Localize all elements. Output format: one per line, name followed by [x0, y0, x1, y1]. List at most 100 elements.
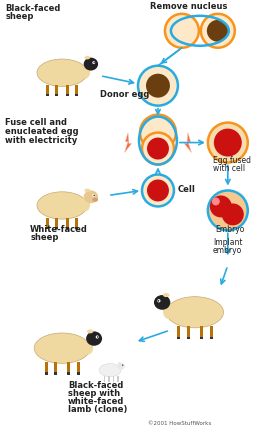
Text: Egg fused: Egg fused: [213, 156, 251, 165]
Text: lamb (clone): lamb (clone): [68, 405, 128, 414]
Circle shape: [140, 68, 176, 104]
Circle shape: [212, 197, 220, 206]
Text: Embryo: Embryo: [215, 225, 244, 234]
Text: with cell: with cell: [213, 163, 245, 172]
Bar: [45, 372, 48, 375]
Bar: [67, 94, 69, 96]
Ellipse shape: [118, 362, 121, 364]
Circle shape: [92, 194, 95, 197]
Bar: [76, 362, 80, 373]
Circle shape: [94, 195, 95, 196]
Polygon shape: [184, 133, 191, 153]
Text: enucleated egg: enucleated egg: [5, 126, 79, 135]
Bar: [67, 218, 69, 228]
Bar: [108, 376, 110, 382]
Ellipse shape: [37, 192, 87, 219]
Circle shape: [142, 175, 174, 206]
Circle shape: [201, 14, 235, 48]
Circle shape: [208, 123, 248, 163]
Bar: [210, 337, 213, 339]
Text: Implant: Implant: [213, 238, 242, 247]
Ellipse shape: [84, 190, 98, 203]
Ellipse shape: [84, 338, 93, 355]
Bar: [45, 362, 48, 373]
Bar: [177, 326, 180, 338]
Circle shape: [138, 66, 178, 106]
Bar: [210, 326, 213, 338]
Bar: [117, 376, 119, 382]
Bar: [55, 227, 58, 229]
Ellipse shape: [163, 293, 169, 297]
Bar: [177, 337, 180, 339]
Ellipse shape: [99, 363, 121, 377]
Text: Black-faced: Black-faced: [5, 4, 61, 13]
Circle shape: [122, 365, 123, 366]
Bar: [104, 376, 105, 382]
Ellipse shape: [86, 332, 102, 346]
Bar: [187, 326, 190, 338]
Circle shape: [147, 138, 169, 160]
Ellipse shape: [163, 302, 173, 319]
Text: sheep with: sheep with: [68, 389, 120, 398]
Ellipse shape: [87, 329, 93, 333]
Bar: [54, 372, 57, 375]
Bar: [75, 218, 78, 228]
Ellipse shape: [82, 64, 90, 78]
Circle shape: [210, 196, 232, 218]
Bar: [67, 372, 70, 375]
Bar: [46, 85, 49, 95]
Bar: [75, 94, 78, 96]
Circle shape: [147, 179, 169, 201]
Circle shape: [94, 62, 95, 63]
Text: Donor egg: Donor egg: [100, 89, 149, 98]
Bar: [200, 337, 203, 339]
Bar: [75, 227, 78, 229]
Ellipse shape: [82, 197, 90, 211]
Circle shape: [207, 20, 229, 42]
Text: Cell: Cell: [178, 185, 196, 194]
Circle shape: [142, 132, 174, 165]
Circle shape: [165, 14, 199, 48]
Polygon shape: [124, 133, 132, 153]
Bar: [75, 85, 78, 95]
Bar: [67, 362, 70, 373]
Circle shape: [222, 203, 244, 225]
Circle shape: [97, 336, 98, 338]
Circle shape: [214, 129, 242, 157]
Text: White-faced: White-faced: [30, 225, 88, 234]
Circle shape: [146, 74, 170, 98]
Circle shape: [92, 61, 95, 64]
Circle shape: [157, 299, 161, 302]
Circle shape: [208, 190, 248, 230]
Bar: [55, 85, 58, 95]
Bar: [55, 94, 58, 96]
Bar: [54, 362, 57, 373]
Circle shape: [96, 335, 99, 338]
Text: ©2001 HowStuffWorks: ©2001 HowStuffWorks: [148, 421, 211, 426]
Bar: [187, 337, 190, 339]
Text: sheep: sheep: [30, 233, 59, 243]
Ellipse shape: [92, 197, 98, 202]
Ellipse shape: [166, 297, 224, 328]
Bar: [55, 218, 58, 228]
Text: Fuse cell and: Fuse cell and: [5, 117, 67, 126]
Ellipse shape: [154, 295, 170, 310]
Ellipse shape: [84, 188, 90, 192]
Circle shape: [173, 22, 191, 40]
Ellipse shape: [84, 58, 98, 71]
Bar: [46, 227, 49, 229]
Bar: [46, 218, 49, 228]
Bar: [112, 376, 114, 382]
Text: with electricity: with electricity: [5, 135, 78, 144]
Text: Black-faced: Black-faced: [68, 381, 123, 390]
Bar: [67, 227, 69, 229]
Circle shape: [140, 68, 176, 104]
Ellipse shape: [34, 333, 90, 363]
Ellipse shape: [37, 59, 87, 86]
Text: embryo: embryo: [213, 246, 242, 255]
Bar: [200, 326, 203, 338]
Text: white-faced: white-faced: [68, 397, 125, 406]
Text: Remove nucleus: Remove nucleus: [150, 2, 227, 11]
Bar: [67, 85, 69, 95]
Circle shape: [158, 300, 159, 301]
